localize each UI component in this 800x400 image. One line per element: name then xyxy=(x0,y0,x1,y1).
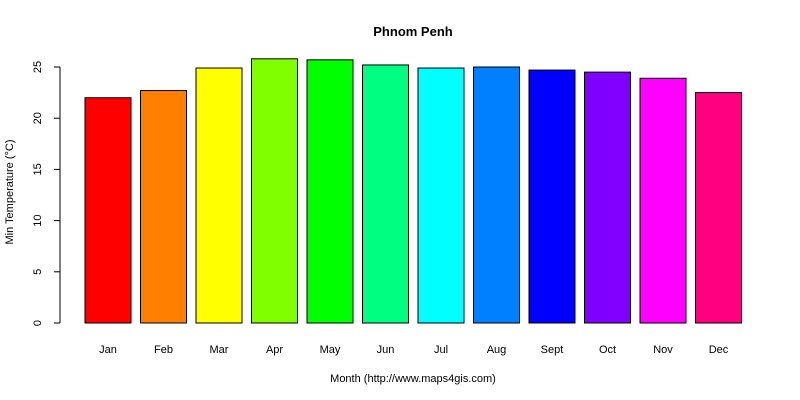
bar-jun xyxy=(362,64,409,324)
x-tick-label: Aug xyxy=(487,344,507,356)
x-tick-label: Dec xyxy=(709,344,729,356)
x-tick-label: Jul xyxy=(434,344,448,356)
bar-may xyxy=(306,59,354,324)
x-tick-label: Nov xyxy=(653,344,673,356)
x-tick-label: Jan xyxy=(99,344,117,356)
x-tick-label: Oct xyxy=(599,344,616,356)
y-tick-label: 5 xyxy=(32,269,44,275)
y-axis: 0 5 10 15 20 25 xyxy=(32,61,61,326)
bar-mar xyxy=(195,67,243,324)
bar-jan xyxy=(84,97,132,324)
chart-title: Phnom Penh xyxy=(373,24,453,39)
bar-aug xyxy=(473,66,520,324)
bar-apr xyxy=(251,58,298,324)
y-tick-label: 25 xyxy=(32,61,44,73)
y-tick-label: 10 xyxy=(32,214,44,226)
x-axis-label: Month (http://www.maps4gis.com) xyxy=(330,373,496,385)
bar-sept xyxy=(528,69,576,324)
x-tick-label: Apr xyxy=(266,344,283,356)
x-tick-label: Mar xyxy=(210,344,229,356)
bar-feb xyxy=(140,90,187,324)
bar-nov xyxy=(639,77,687,324)
x-tick-label: Jun xyxy=(377,344,395,356)
bars-group xyxy=(84,58,742,324)
x-tick-label: Feb xyxy=(154,344,173,356)
x-tick-label: Sept xyxy=(541,344,564,356)
y-axis-label: Min Temperature (°C) xyxy=(4,139,16,244)
y-tick-label: 0 xyxy=(32,320,44,326)
x-tick-label: May xyxy=(320,344,341,356)
bar-dec xyxy=(695,92,742,324)
bar-jul xyxy=(417,67,465,324)
y-tick-label: 15 xyxy=(32,163,44,175)
y-tick-label: 20 xyxy=(32,112,44,124)
x-axis: Jan Feb Mar Apr May Jun Jul Aug Sept Oct Nov Dec xyxy=(99,344,729,356)
bar-oct xyxy=(584,71,631,324)
